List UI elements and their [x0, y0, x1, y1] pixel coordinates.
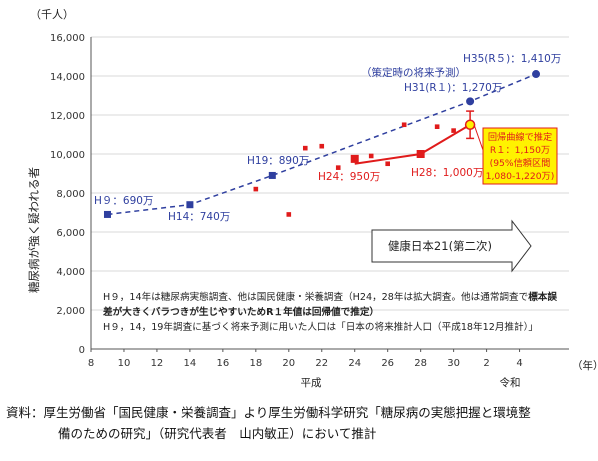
point-extended-survey [350, 154, 359, 163]
era-label-heisei: 平成 [301, 377, 322, 389]
label-r5-forecast: H35(R５)：1,410万 [463, 53, 561, 65]
y-tick-label: 10,000 [50, 150, 85, 161]
x-tick-label: 4 [516, 358, 522, 369]
estimate-line-4: 1,080-1,220万) [486, 171, 555, 182]
point-regular-survey [368, 153, 374, 159]
point-regular-survey [401, 122, 407, 128]
label-r1-forecast: H31(R１)：1,270万 [404, 82, 502, 94]
point-regular-survey [286, 212, 292, 217]
y-tick-label: 8,000 [56, 189, 85, 200]
x-tick-label: 10 [118, 358, 131, 369]
x-tick-label: 20 [282, 358, 295, 369]
chart: 0 2,000 4,000 6,000 8,000 10,000 12,000 14,000 1… [27, 8, 598, 389]
y-tick-labels: 0 2,000 4,000 6,000 8,000 10,000 12,000 14,000 1… [50, 33, 85, 356]
y-tick-label: 4,000 [56, 267, 85, 278]
era-label-reiwa: 令和 [500, 376, 521, 389]
point-forecast [466, 97, 475, 106]
point-regular-survey [434, 124, 440, 129]
point-regular-survey [319, 143, 325, 149]
label-h28: H28：1,000万 [411, 167, 483, 179]
callout-connector [473, 124, 484, 151]
label-h9: H９：690万 [94, 195, 153, 207]
x-tick-label: 8 [88, 358, 94, 369]
health-japan-21-arrow: 健康日本21(第二次) [371, 219, 532, 273]
grid [91, 36, 569, 311]
source-line-2: 備のための研究」（研究代表者 山内敏正）において推計 [58, 426, 377, 441]
estimate-line-1: 回帰曲線で推定 [488, 131, 552, 143]
label-forecast-title: （策定時の将来予測） [361, 66, 466, 79]
label-h14: H14：740万 [168, 211, 230, 223]
y-tick-label: 0 [79, 345, 85, 356]
x-tick-labels: 8 10 12 14 16 18 20 22 24 26 28 30 2 4 [88, 358, 523, 369]
x-unit-label: （年） [572, 359, 598, 372]
estimate-point [464, 119, 476, 130]
confidence-interval [464, 110, 484, 151]
source-note: 資料：厚生労働省「国民健康・栄養調査」より厚生労働科学研究「糖尿病の実態把握と環… [6, 402, 592, 444]
point-survey [103, 210, 111, 218]
y-tick-label: 2,000 [56, 306, 85, 317]
point-survey [186, 201, 194, 209]
source-line-1: 資料：厚生労働省「国民健康・栄養調査」より厚生労働科学研究「糖尿病の実態把握と環… [6, 405, 531, 420]
x-tick-label: 28 [414, 358, 427, 369]
note-2: 差が大きくバラつきが生じやすいためR１年値は回帰値で推定） [103, 306, 379, 318]
forecast-line [107, 73, 537, 216]
y-tick-label: 14,000 [50, 72, 85, 83]
data-points [103, 70, 541, 218]
y-unit-label: （千人） [30, 8, 74, 21]
point-regular-survey [451, 128, 456, 133]
x-tick-label: 26 [381, 358, 394, 369]
estimate-callout: 回帰曲線で推定 R１：1,150万 (95%信頼区間 1,080-1,220万) [482, 127, 558, 185]
x-tick-label: 30 [447, 358, 460, 369]
x-tick-label: 2 [483, 358, 489, 369]
y-tick-label: 16,000 [50, 33, 85, 44]
point-regular-survey [253, 186, 259, 192]
x-tick-label: 12 [151, 358, 164, 369]
note-3: H９，14，19年調査に基づく将来予測に用いた人口は「日本の将来推計人口（平成1… [103, 321, 538, 333]
x-tick-label: 24 [348, 358, 361, 369]
estimate-line-2: R１：1,150万 [490, 145, 550, 156]
label-h19: H19：890万 [247, 155, 309, 167]
x-tick-label: 22 [315, 358, 328, 369]
estimate-line-3: (95%信頼区間 [490, 157, 551, 169]
arrow-label: 健康日本21(第二次) [388, 239, 492, 253]
point-survey [268, 171, 276, 179]
x-tick-label: 16 [216, 358, 229, 369]
label-h24: H24：950万 [318, 171, 380, 183]
point-regular-survey [302, 145, 308, 151]
y-tick-label: 12,000 [50, 111, 85, 122]
point-regular-survey [385, 161, 390, 167]
point-forecast [532, 70, 541, 79]
axes [90, 37, 569, 352]
y-axis-label: 糖尿病が強く疑われる者 [27, 167, 41, 293]
point-regular-survey [335, 165, 341, 170]
point-extended-survey [416, 150, 425, 158]
y-tick-label: 6,000 [56, 228, 85, 239]
x-tick-label: 18 [249, 358, 262, 369]
x-tick-label: 14 [184, 358, 197, 369]
note-1: H９，14年は糖尿病実態調査、他は国民健康・栄養調査（H24，28年は拡大調査。… [103, 291, 557, 303]
chart-notes: H９，14年は糖尿病実態調査、他は国民健康・栄養調査（H24，28年は拡大調査。… [103, 291, 557, 333]
forecast-series-line [107, 73, 537, 216]
